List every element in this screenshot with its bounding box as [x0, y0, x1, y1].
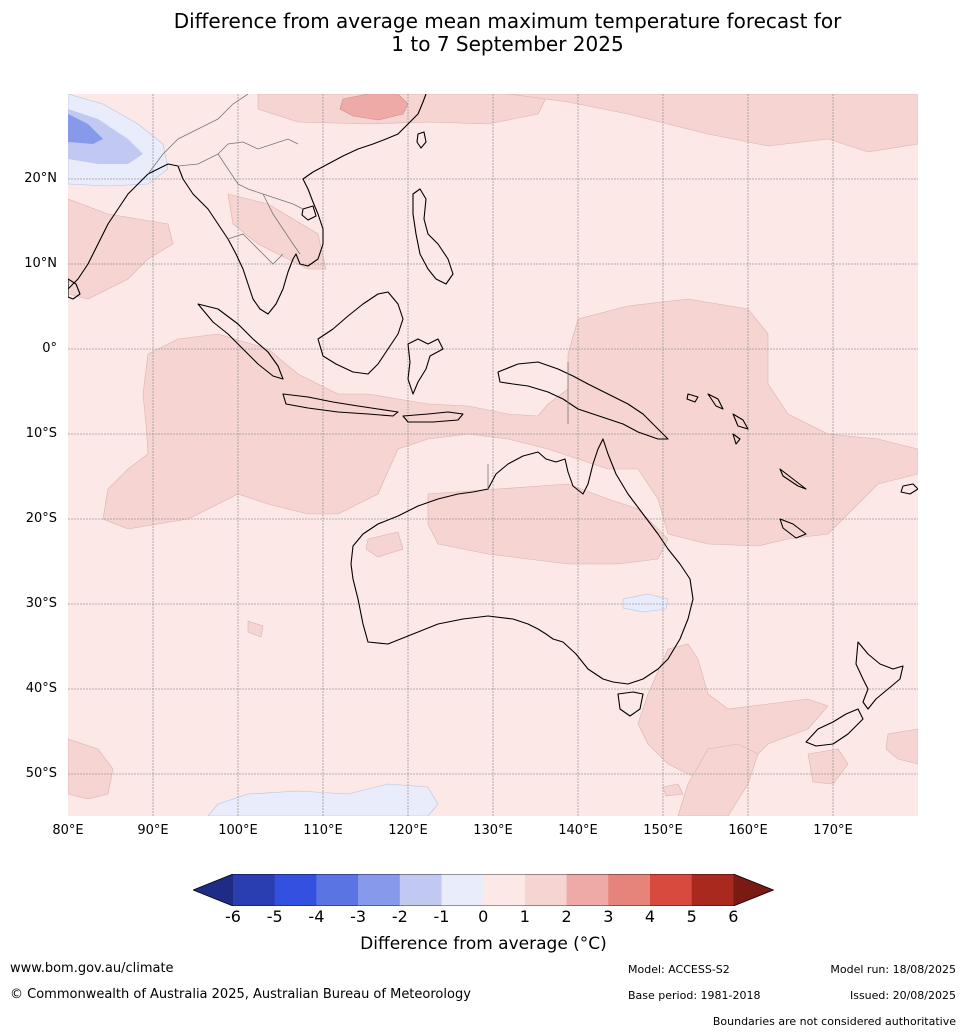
title-line-2: 1 to 7 September 2025	[391, 32, 624, 56]
colorbar-cell	[483, 874, 526, 906]
colorbar-tick-label: 5	[686, 907, 697, 926]
lon-label-120e: 120°E	[388, 823, 428, 838]
lon-label-100e: 100°E	[218, 823, 258, 838]
title-line-1: Difference from average mean maximum tem…	[173, 9, 842, 33]
lon-label-140e: 140°E	[558, 823, 598, 838]
coastlines	[68, 94, 918, 747]
colorbar-arrow-min	[193, 874, 233, 906]
lon-label-170e: 170°E	[813, 823, 853, 838]
colorbar-cell	[233, 874, 276, 906]
website-link[interactable]: www.bom.gov.au/climate	[10, 961, 174, 976]
colorbar-tick-label: 1	[519, 907, 530, 926]
colorbar-tick-label: -2	[391, 907, 408, 926]
colorbar-tick-label: -6	[225, 907, 241, 926]
colorbar-tick-label: -3	[350, 907, 367, 926]
anomaly-cool	[68, 94, 669, 816]
map-title: Difference from average mean maximum tem…	[0, 10, 965, 56]
lat-label-20s: 20°S	[25, 511, 57, 526]
lat-label-30s: 30°S	[25, 596, 57, 611]
colorbar-cell	[524, 874, 568, 906]
map-canvas	[68, 94, 918, 816]
colorbar	[193, 874, 775, 906]
graticule	[68, 94, 918, 816]
lon-label-130e: 130°E	[473, 823, 513, 838]
lon-label-150e: 150°E	[643, 823, 683, 838]
lat-label-10n: 10°N	[24, 256, 57, 271]
country-borders	[147, 94, 569, 489]
colorbar-cell	[608, 874, 651, 906]
colorbar-cell	[399, 874, 442, 906]
colorbar-cell	[316, 874, 359, 906]
colorbar-arrow-max	[733, 874, 774, 906]
colorbar-tick-label: -4	[308, 907, 325, 926]
colorbar-cell	[358, 874, 401, 906]
lat-label-40s: 40°S	[25, 681, 57, 696]
colorbar-tick-label: -5	[266, 907, 283, 926]
colorbar-tick-label: 0	[478, 907, 489, 926]
colorbar-tick-label: 2	[561, 907, 572, 926]
colorbar-outline	[193, 874, 775, 906]
model-run: Model run: 18/08/2025	[830, 963, 956, 976]
lat-label-20n: 20°N	[24, 171, 57, 186]
forecast-map	[68, 94, 918, 816]
colorbar-cell	[274, 874, 317, 906]
colorbar-cell	[650, 874, 693, 906]
colorbar-cell	[566, 874, 609, 906]
lat-label-0: 0°	[42, 341, 57, 356]
copyright-text: © Commonwealth of Australia 2025, Austra…	[10, 987, 471, 1002]
issued-date: Issued: 20/08/2025	[849, 989, 956, 1002]
anomaly-warm-light	[68, 94, 918, 816]
colorbar-cells	[193, 874, 775, 906]
model-name: Model: ACCESS-S2	[628, 963, 730, 976]
boundary-disclaimer: Boundaries are not considered authoritat…	[712, 1015, 956, 1028]
colorbar-tick-label: 3	[603, 907, 614, 926]
anomaly-warm-medium	[339, 94, 409, 121]
colorbar-tick-label: 4	[644, 907, 656, 926]
colorbar-label: Difference from average (°C)	[360, 934, 607, 954]
lon-label-80e: 80°E	[52, 823, 84, 838]
colorbar-tick-label: -1	[433, 907, 450, 926]
colorbar-cell	[691, 874, 734, 906]
colorbar-cell	[441, 874, 484, 906]
lon-label-110e: 110°E	[303, 823, 343, 838]
lat-label-50s: 50°S	[25, 766, 57, 781]
lon-label-90e: 90°E	[137, 823, 169, 838]
base-period: Base period: 1981-2018	[628, 989, 761, 1002]
colorbar-tick-label: 6	[728, 907, 739, 926]
lon-label-160e: 160°E	[728, 823, 768, 838]
lat-label-10s: 10°S	[25, 426, 57, 441]
